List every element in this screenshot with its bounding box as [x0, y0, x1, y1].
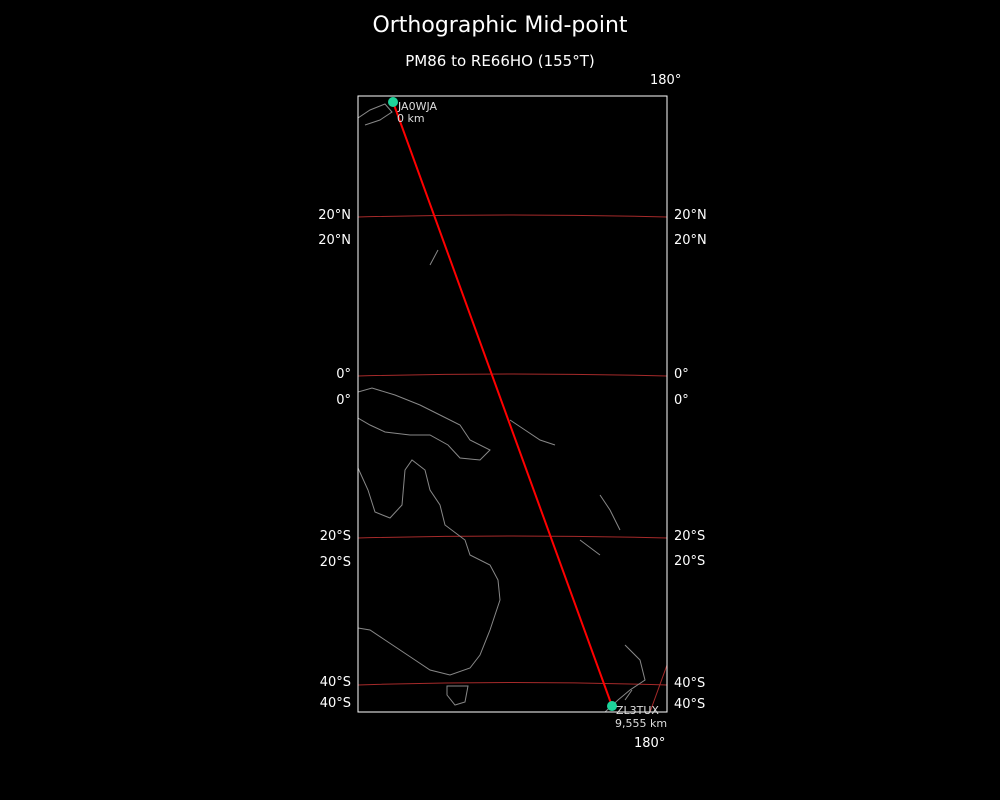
great-circle-path: [392, 101, 613, 707]
gridline-equator: [358, 373, 667, 377]
coast-australia: [358, 459, 501, 676]
map-subtitle: PM86 to RE66HO (155°T): [405, 52, 595, 70]
gridlines: [358, 214, 667, 712]
lat-label: 20°S: [674, 529, 706, 544]
lat-label: 0°: [336, 393, 351, 408]
lat-label: 20°N: [674, 233, 707, 248]
lat-label: 0°: [674, 393, 689, 408]
station-distance-end: 9,555 km: [615, 717, 667, 730]
gridline-20n: [358, 214, 667, 218]
coast-new-zealand: [604, 644, 646, 712]
lat-label: 0°: [674, 367, 689, 382]
station-call-end: ZL3TUX: [616, 704, 659, 717]
lat-label: 20°N: [318, 233, 351, 248]
lat-label: 20°S: [674, 554, 706, 569]
map-title: Orthographic Mid-point: [372, 13, 628, 38]
lat-label: 20°N: [674, 208, 707, 223]
coast-new-guinea: [358, 387, 491, 461]
coastlines: [358, 103, 646, 712]
lat-label: 40°S: [319, 675, 351, 690]
lat-label: 40°S: [319, 696, 351, 711]
lat-label: 20°N: [318, 208, 351, 223]
coast-tasmania: [446, 685, 469, 706]
gridline-20s: [358, 535, 667, 539]
lat-label: 40°S: [674, 697, 706, 712]
lat-label: 40°S: [674, 676, 706, 691]
station-marker-start: [388, 97, 398, 107]
map-frame: [357, 95, 668, 713]
meridian-label-top: 180°: [650, 73, 682, 88]
meridian-label-bottom: 180°: [634, 736, 666, 751]
gridline-40s: [358, 682, 667, 686]
meridian-180: [649, 664, 667, 712]
station-distance-start: 0 km: [397, 112, 425, 125]
lat-label: 20°S: [319, 529, 351, 544]
coast-japan: [358, 103, 393, 126]
lat-label: 20°S: [319, 555, 351, 570]
station-marker-end: [607, 701, 617, 711]
coast-islands: [429, 249, 621, 556]
lat-label: 0°: [336, 367, 351, 382]
station-call-start: JA0WJA: [397, 100, 438, 113]
